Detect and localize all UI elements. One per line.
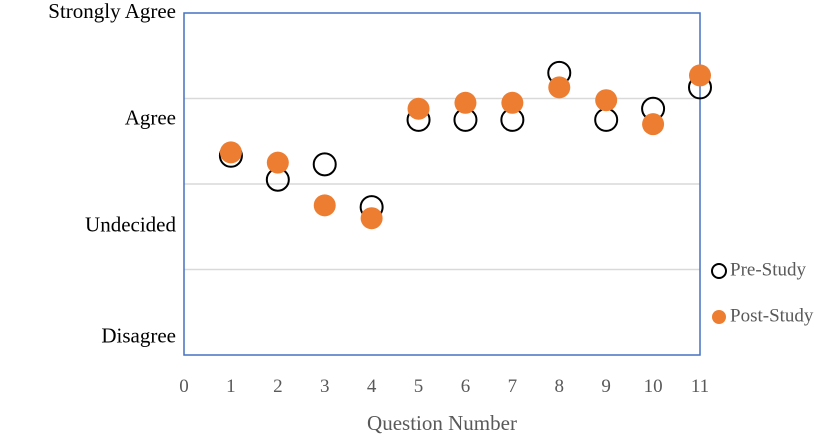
legend-marker-pre-study xyxy=(711,263,727,279)
y-tick-label: Disagree xyxy=(101,324,176,348)
post-study-point xyxy=(501,91,524,114)
x-axis-label: Question Number xyxy=(367,411,517,435)
x-tick-label: 11 xyxy=(691,376,709,397)
post-study-point xyxy=(689,64,711,87)
x-tick-label: 0 xyxy=(179,376,189,397)
x-tick-label: 8 xyxy=(555,376,565,397)
x-axis-tick-labels: 0 1 2 3 4 5 6 7 8 9 10 11 xyxy=(179,376,709,397)
post-study-point xyxy=(642,113,665,136)
post-study-point xyxy=(454,91,477,114)
x-tick-label: 5 xyxy=(414,376,424,397)
post-study-point xyxy=(595,89,618,112)
data-points xyxy=(218,60,712,230)
post-study-point xyxy=(407,97,430,120)
x-tick-label: 7 xyxy=(508,376,518,397)
legend-label: Post-Study xyxy=(730,305,814,326)
post-study-point xyxy=(548,76,571,99)
post-study-point xyxy=(360,207,383,230)
post-study-point xyxy=(266,151,289,174)
legend-marker-post-study xyxy=(712,310,726,324)
legend: Pre-Study Post-Study xyxy=(711,259,814,326)
pre-study-point xyxy=(594,107,619,132)
post-study-point xyxy=(219,141,242,164)
plot-area-border xyxy=(183,12,701,356)
pre-study-point xyxy=(312,152,337,177)
x-tick-label: 10 xyxy=(644,376,663,397)
gridlines xyxy=(184,97,700,271)
y-tick-label: Undecided xyxy=(85,213,176,237)
x-tick-label: 9 xyxy=(601,376,611,397)
post-study-point xyxy=(313,194,336,217)
x-tick-label: 1 xyxy=(226,376,236,397)
legend-label: Pre-Study xyxy=(730,259,807,280)
x-tick-label: 3 xyxy=(320,376,330,397)
x-tick-label: 2 xyxy=(273,376,283,397)
y-axis-tick-labels: Disagree Undecided Agree Strongly Agree xyxy=(48,0,176,348)
y-tick-label: Strongly Agree xyxy=(48,0,176,23)
y-tick-label: Agree xyxy=(125,106,176,130)
x-tick-label: 4 xyxy=(367,376,377,397)
x-tick-label: 6 xyxy=(461,376,471,397)
